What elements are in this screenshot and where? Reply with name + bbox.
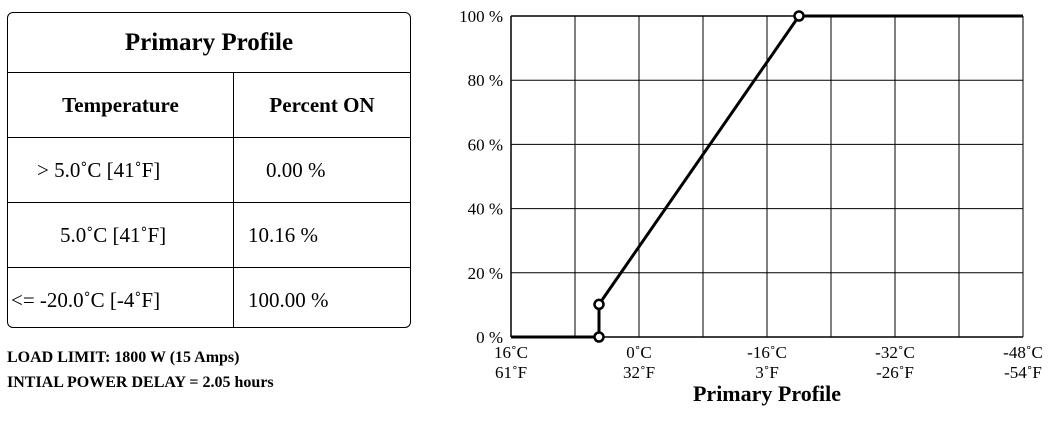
y-tick-label: 100 % <box>459 7 503 26</box>
load-limit-text: LOAD LIMIT: 1800 W (15 Amps) <box>7 349 240 366</box>
row-percent: 100.00 % <box>248 288 329 312</box>
header-percent-on: Percent ON <box>269 92 375 117</box>
y-tick-label: 60 % <box>468 135 503 154</box>
notes: LOAD LIMIT: 1800 W (15 Amps) INTIAL POWE… <box>7 345 274 395</box>
x-tick-label-f: 61˚F <box>495 363 527 382</box>
data-point <box>793 10 805 22</box>
initial-delay-text: INTIAL POWER DELAY = 2.05 hours <box>7 374 274 391</box>
table-row: 5.0˚C [41˚F] 10.16 % <box>8 203 410 268</box>
x-tick-label-c: 0˚C <box>626 343 652 362</box>
x-tick-label-c: 16˚C <box>494 343 528 362</box>
row-temperature: <= -20.0˚C [-4˚F] <box>8 268 234 327</box>
y-tick-label: 20 % <box>468 264 503 283</box>
y-tick-label: 80 % <box>468 71 503 90</box>
profile-chart: 0 % 20 % 40 % 60 % 80 % 100 % 16˚C61˚F 0˚C32˚F -… <box>459 7 1043 406</box>
table-row: > 5.0˚C [41˚F] 0.00 % <box>8 138 410 203</box>
row-percent: 0.00 % <box>266 157 326 182</box>
row-temperature: 5.0˚C [41˚F] <box>8 203 234 267</box>
table-row: <= -20.0˚C [-4˚F] 100.00 % <box>8 268 410 327</box>
table-header-row: Temperature Percent ON <box>8 73 410 138</box>
data-point <box>593 331 605 343</box>
table-title: Primary Profile <box>8 13 410 73</box>
x-tick-label-c: -16˚C <box>747 343 787 362</box>
x-tick-label-f: 3˚F <box>755 363 779 382</box>
x-tick-label-f: 32˚F <box>623 363 655 382</box>
header-temperature: Temperature <box>8 73 234 137</box>
x-tick-label-f: -26˚F <box>876 363 914 382</box>
profile-table: Primary Profile Temperature Percent ON >… <box>7 12 411 328</box>
x-axis-label: Primary Profile <box>693 381 841 406</box>
y-tick-label: 40 % <box>468 200 503 219</box>
y-tick-label: 0 % <box>476 328 503 347</box>
x-tick-label-f: -54˚F <box>1004 363 1042 382</box>
x-tick-label-c: -48˚C <box>1003 343 1043 362</box>
data-point <box>593 298 605 311</box>
x-tick-label-c: -32˚C <box>875 343 915 362</box>
row-percent: 10.16 % <box>248 222 318 247</box>
row-temperature: > 5.0˚C [41˚F] <box>8 138 234 202</box>
